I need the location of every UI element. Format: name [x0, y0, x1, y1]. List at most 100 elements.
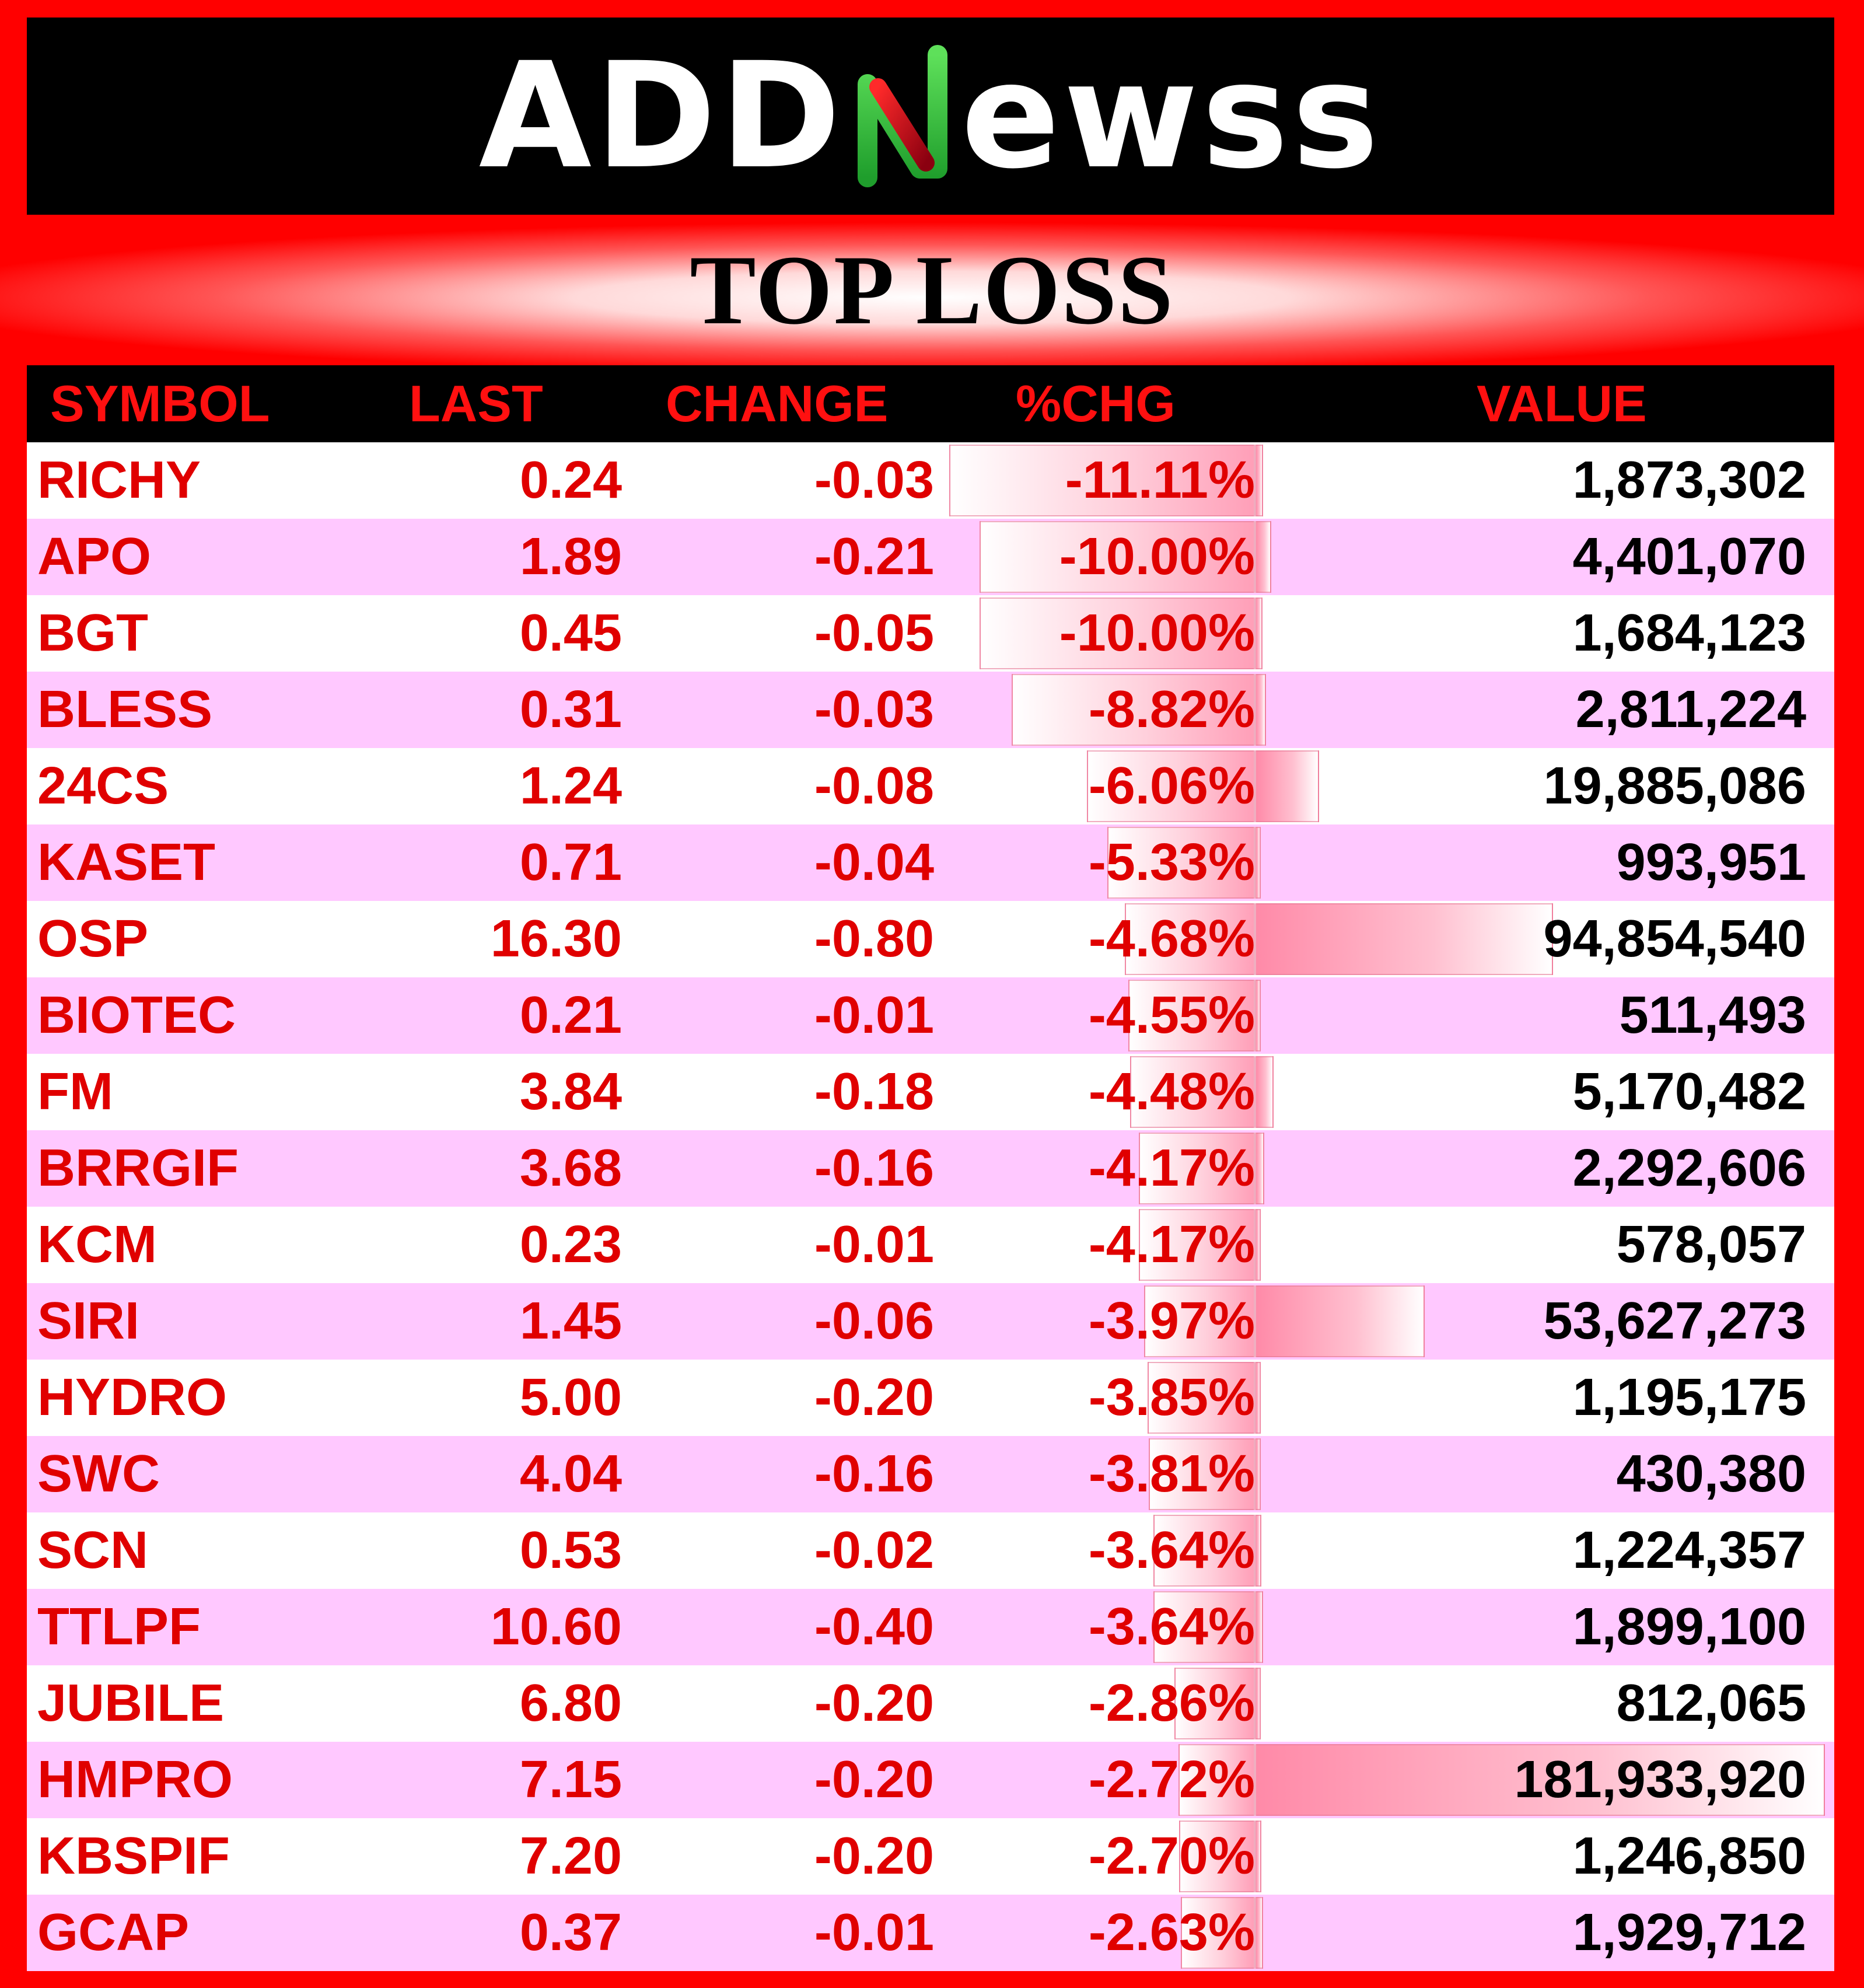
cell-symbol-text: KBSPIF — [37, 1827, 230, 1885]
cell-pct-text: -3.81% — [1088, 1445, 1255, 1503]
cell-value-text: 578,057 — [1616, 1215, 1806, 1274]
cell-last: 0.23 — [354, 1207, 622, 1283]
cell-last-text: 5.00 — [519, 1368, 622, 1427]
cell-last-text: 0.53 — [519, 1521, 622, 1580]
cell-symbol-text: SIRI — [37, 1292, 140, 1350]
cell-change: -0.01 — [622, 977, 934, 1054]
pct-magnitude-bar — [1012, 674, 1255, 746]
cell-pct-text: -3.85% — [1088, 1368, 1255, 1427]
cell-value-text: 2,292,606 — [1572, 1139, 1806, 1197]
pct-magnitude-bar — [1125, 903, 1255, 975]
cell-pct-text: -3.64% — [1088, 1598, 1255, 1656]
cell-pct: -2.72% — [934, 1742, 1255, 1818]
cell-pct: -4.17% — [934, 1207, 1255, 1283]
cell-symbol: SCN — [27, 1512, 354, 1589]
top-loss-table: SYMBOL LAST CHANGE %CHG VALUE RICHY 0.24 -… — [27, 365, 1834, 1971]
cell-value: 4,401,070 — [1255, 519, 1834, 595]
cell-value: 53,627,273 — [1255, 1283, 1834, 1360]
cell-last-text: 3.84 — [519, 1063, 622, 1121]
table-row: SCN 0.53 -0.02 -3.64% 1,224,357 — [27, 1512, 1834, 1589]
cell-last-text: 10.60 — [490, 1598, 622, 1656]
cell-symbol: KCM — [27, 1207, 354, 1283]
cell-change-text: -0.01 — [814, 1903, 934, 1962]
cell-pct-text: -2.70% — [1088, 1827, 1255, 1885]
pct-magnitude-bar — [1139, 1209, 1255, 1281]
cell-change: -0.03 — [622, 672, 934, 748]
cell-last-text: 1.45 — [519, 1292, 622, 1350]
table-row: BRRGIF 3.68 -0.16 -4.17% 2,292,606 — [27, 1130, 1834, 1207]
cell-value-text: 511,493 — [1619, 986, 1806, 1044]
value-magnitude-bar — [1255, 1821, 1261, 1892]
cell-symbol-text: FM — [37, 1063, 113, 1121]
pct-magnitude-bar — [1128, 980, 1255, 1051]
frame: ADD ewss TOP LOSS — [0, 18, 1864, 1971]
cell-pct: -10.00% — [934, 519, 1255, 595]
cell-change-text: -0.01 — [814, 1215, 934, 1274]
cell-pct: -3.85% — [934, 1360, 1255, 1436]
pct-magnitude-bar — [1179, 1821, 1255, 1892]
cell-last-text: 6.80 — [519, 1674, 622, 1732]
cell-change-text: -0.01 — [814, 986, 934, 1044]
cell-symbol-text: BIOTEC — [37, 986, 236, 1044]
table-header-row: SYMBOL LAST CHANGE %CHG VALUE — [27, 365, 1834, 442]
cell-last-text: 0.45 — [519, 604, 622, 662]
value-magnitude-bar — [1255, 598, 1263, 669]
pct-magnitude-bar — [1149, 1438, 1255, 1510]
cell-pct: -4.55% — [934, 977, 1255, 1054]
cell-last: 0.45 — [354, 595, 622, 672]
table-row: RICHY 0.24 -0.03 -11.11% 1,873,302 — [27, 442, 1834, 519]
cell-symbol-text: SCN — [37, 1521, 149, 1580]
pct-magnitude-bar — [1130, 1056, 1255, 1128]
cell-value: 94,854,540 — [1255, 901, 1834, 977]
cell-last-text: 3.68 — [519, 1139, 622, 1197]
cell-value: 993,951 — [1255, 824, 1834, 901]
table-row: KBSPIF 7.20 -0.20 -2.70% 1,246,850 — [27, 1818, 1834, 1895]
cell-symbol: BLESS — [27, 672, 354, 748]
cell-last: 4.04 — [354, 1436, 622, 1512]
cell-symbol-text: BGT — [37, 604, 148, 662]
cell-pct: -2.86% — [934, 1665, 1255, 1742]
cell-symbol: SIRI — [27, 1283, 354, 1360]
cell-last: 0.24 — [354, 442, 622, 519]
cell-symbol-text: BRRGIF — [37, 1139, 239, 1197]
cell-last-text: 0.21 — [519, 986, 622, 1044]
cell-last: 1.45 — [354, 1283, 622, 1360]
cell-pct-text: -10.00% — [1059, 527, 1255, 586]
cell-value: 1,873,302 — [1255, 442, 1834, 519]
cell-last: 3.84 — [354, 1054, 622, 1130]
cell-pct: -3.97% — [934, 1283, 1255, 1360]
value-magnitude-bar — [1255, 1209, 1261, 1281]
pct-magnitude-bar — [1178, 1744, 1255, 1816]
cell-change: -0.03 — [622, 442, 934, 519]
cell-value: 430,380 — [1255, 1436, 1834, 1512]
cell-pct-text: -10.00% — [1059, 604, 1255, 662]
value-magnitude-bar — [1255, 827, 1261, 899]
cell-pct: -3.81% — [934, 1436, 1255, 1512]
cell-value: 181,933,920 — [1255, 1742, 1834, 1818]
cell-symbol: BRRGIF — [27, 1130, 354, 1207]
cell-symbol: HYDRO — [27, 1360, 354, 1436]
cell-pct-text: -5.33% — [1088, 833, 1255, 892]
cell-symbol-text: OSP — [37, 910, 149, 968]
cell-last: 0.37 — [354, 1895, 622, 1971]
cell-change-text: -0.16 — [814, 1445, 934, 1503]
cell-value-text: 812,065 — [1616, 1674, 1806, 1732]
table-row: GCAP 0.37 -0.01 -2.63% 1,929,712 — [27, 1895, 1834, 1971]
value-magnitude-bar — [1255, 674, 1266, 746]
value-magnitude-bar — [1255, 1744, 1825, 1816]
value-magnitude-bar — [1255, 1668, 1261, 1739]
table-row: OSP 16.30 -0.80 -4.68% 94,854,540 — [27, 901, 1834, 977]
value-magnitude-bar — [1255, 1897, 1263, 1969]
cell-symbol-text: KASET — [37, 833, 216, 892]
cell-pct: -11.11% — [934, 442, 1255, 519]
pct-magnitude-bar — [1148, 1362, 1255, 1434]
cell-value: 1,929,712 — [1255, 1895, 1834, 1971]
pct-magnitude-bar — [1139, 1133, 1255, 1204]
cell-symbol: FM — [27, 1054, 354, 1130]
cell-symbol-text: SWC — [37, 1445, 160, 1503]
value-magnitude-bar — [1255, 1438, 1261, 1510]
cell-value: 1,224,357 — [1255, 1512, 1834, 1589]
title-band: TOP LOSS — [0, 215, 1864, 365]
cell-pct: -4.68% — [934, 901, 1255, 977]
pct-magnitude-bar — [949, 445, 1255, 516]
